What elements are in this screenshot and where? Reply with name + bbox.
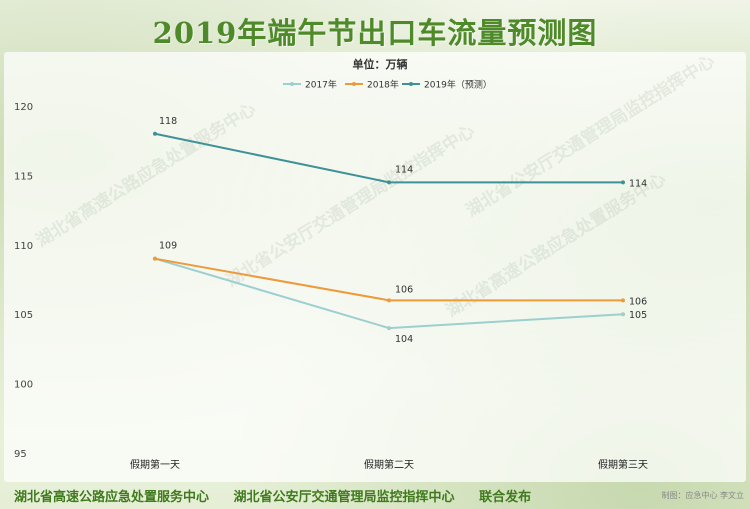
legend-label: 2019年（预测）: [424, 79, 492, 91]
data-point: [153, 131, 157, 136]
y-tick-label: 120: [14, 102, 33, 113]
data-label: 106: [395, 284, 413, 295]
y-tick-label: 100: [14, 380, 33, 391]
data-point: [153, 256, 157, 261]
footer: 湖北省高速公路应急处置服务中心 湖北省公安厅交通管理局监控指挥中心 联合发布: [14, 486, 551, 505]
x-tick-label: 假期第三天: [598, 458, 648, 471]
data-point: [387, 298, 391, 303]
x-tick-label: 假期第一天: [130, 458, 180, 471]
data-point: [621, 298, 625, 303]
y-tick-label: 110: [14, 241, 33, 252]
series-line: [154, 132, 623, 184]
chart-panel: [4, 52, 746, 482]
y-tick-label: 115: [14, 171, 33, 182]
data-label: 109: [159, 241, 177, 252]
data-point: [621, 312, 625, 317]
series-group: [153, 131, 625, 331]
data-labels: 118 114 114 109 106 106 104 105: [159, 116, 647, 345]
legend-marker: [409, 82, 413, 86]
data-label: 114: [629, 178, 647, 189]
legend-marker: [290, 82, 294, 86]
data-point: [387, 180, 391, 185]
chart-subtitle: 单位：万辆: [353, 57, 408, 71]
page-title: 2019年端午节出口车流量预测图: [152, 16, 598, 50]
legend: 2017年 2018年 2019年（预测）: [283, 79, 492, 91]
data-point: [387, 326, 391, 331]
x-tick-label: 假期第二天: [364, 458, 414, 471]
data-label: 105: [629, 310, 647, 321]
data-label: 104: [395, 334, 413, 345]
data-point: [621, 180, 625, 185]
y-tick-label: 105: [14, 310, 33, 321]
data-label: 118: [159, 116, 177, 127]
y-axis: 95 100 105 110 115 120: [14, 102, 33, 460]
data-label: 106: [629, 296, 647, 307]
footer-org-1: 湖北省高速公路应急处置服务中心: [14, 490, 210, 505]
x-axis: 假期第一天 假期第二天 假期第三天: [130, 458, 648, 471]
legend-marker: [352, 82, 356, 86]
series-line: [154, 257, 624, 330]
data-label: 114: [395, 164, 413, 175]
footer-org-2: 湖北省公安厅交通管理局监控指挥中心: [233, 490, 455, 505]
y-tick-label: 95: [14, 449, 27, 460]
legend-label: 2018年: [367, 79, 399, 91]
credit: 制图：应急中心 李文立: [661, 491, 744, 500]
legend-label: 2017年: [305, 79, 337, 91]
footer-joint: 联合发布: [479, 490, 532, 505]
